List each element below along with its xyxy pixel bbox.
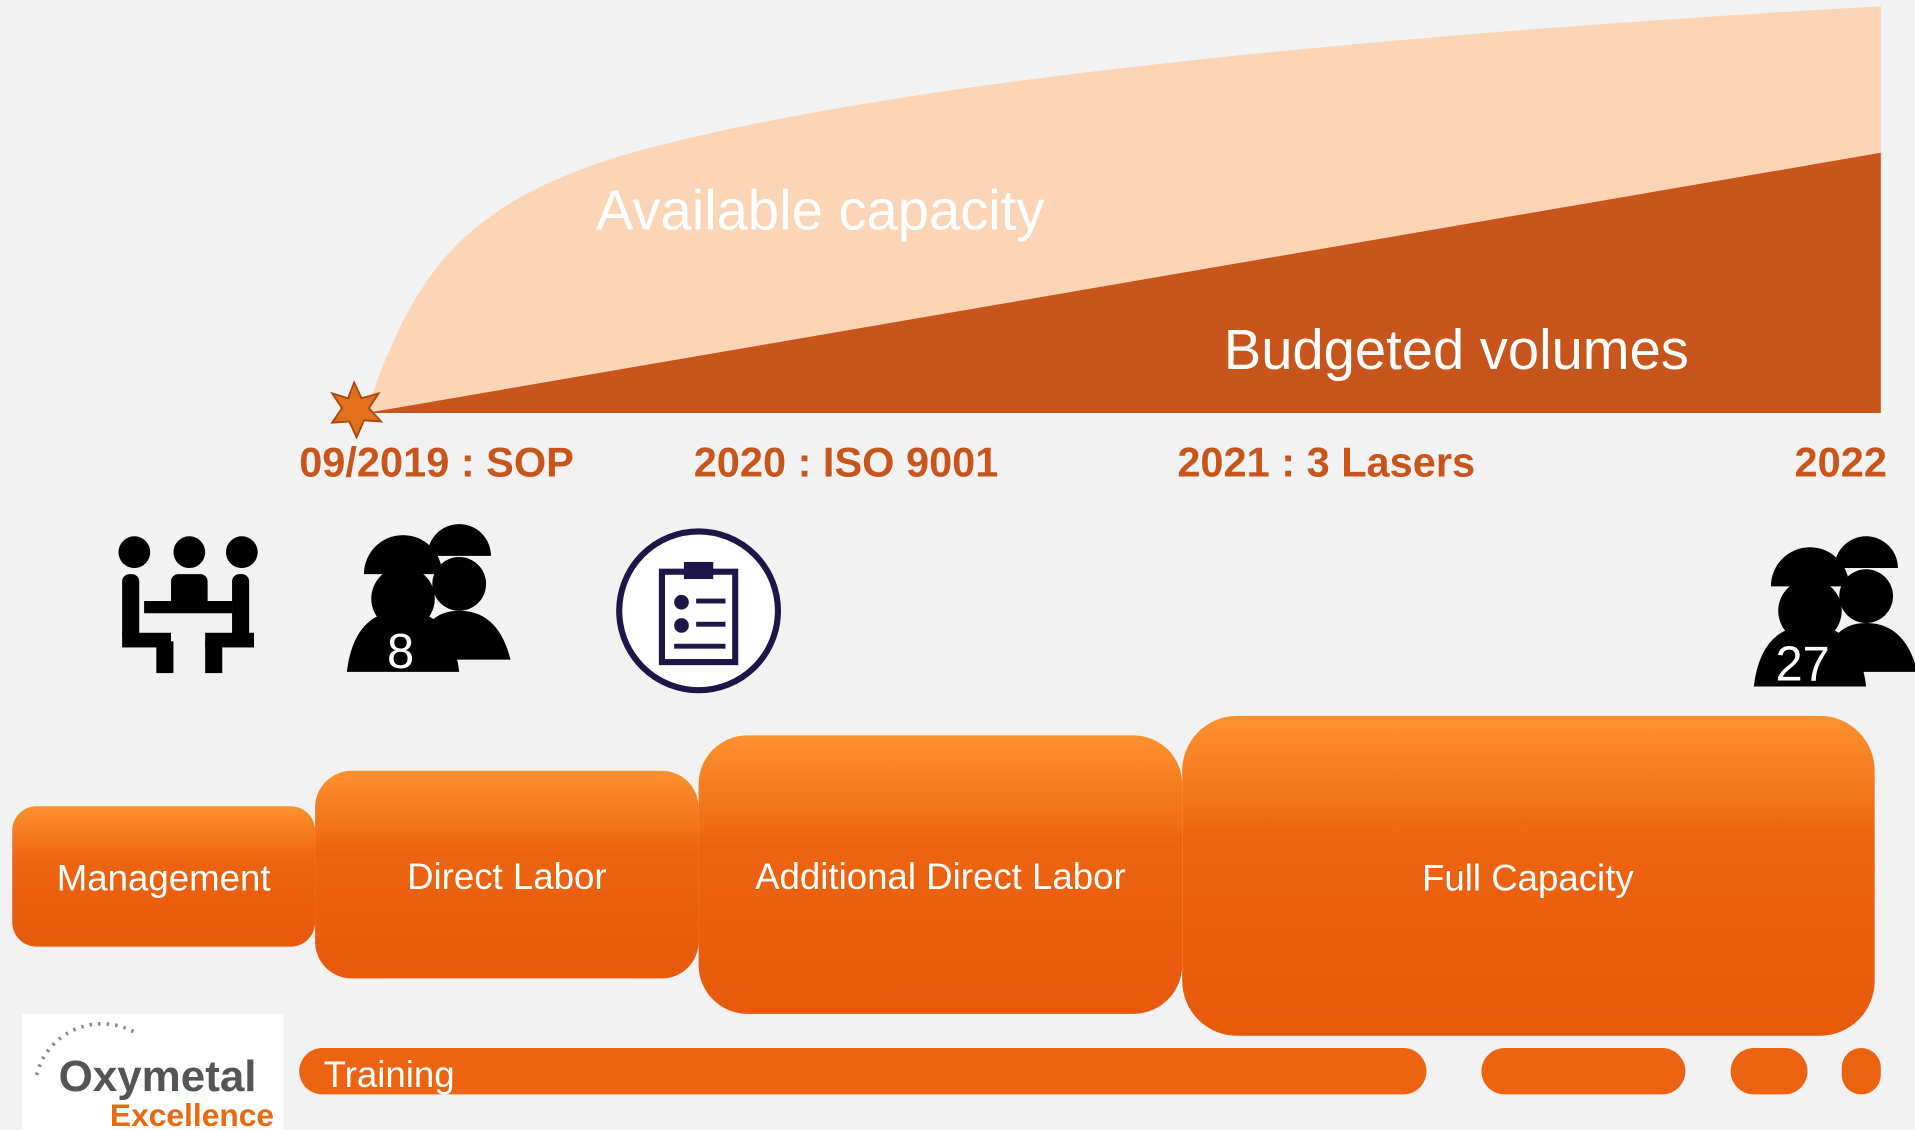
management-icon <box>118 536 258 674</box>
milestone: 2022 <box>1795 438 1887 485</box>
milestone: 2020 : ISO 9001 <box>694 438 999 485</box>
training-label: Training <box>324 1054 455 1095</box>
milestone: 2021 : 3 Lasers <box>1177 438 1475 485</box>
logo-name: Oxymetal <box>59 1052 257 1101</box>
milestone: 09/2019 : SOP <box>299 438 574 485</box>
headcount: 8 <box>387 625 414 679</box>
training-bar <box>1841 1048 1881 1095</box>
budgeted-label: Budgeted volumes <box>1224 318 1689 381</box>
phase-box <box>315 770 699 979</box>
sop-star <box>330 380 384 440</box>
training-bar <box>1730 1048 1808 1095</box>
phase-label: Additional Direct Labor <box>755 856 1126 897</box>
logo-tagline: Excellence <box>110 1097 274 1130</box>
phase-box <box>1182 715 1875 1036</box>
workers-icon <box>346 524 511 672</box>
training-bar <box>1481 1048 1686 1095</box>
headcount: 27 <box>1775 637 1829 691</box>
logo-arc <box>34 1021 136 1076</box>
phase-box <box>12 806 316 947</box>
phase-label: Full Capacity <box>1422 857 1634 898</box>
workers-icon <box>1753 536 1915 687</box>
training-bar <box>299 1048 1427 1095</box>
iso-icon <box>616 528 782 694</box>
available-label: Available capacity <box>596 179 1044 242</box>
phase-box <box>698 735 1183 1014</box>
phase-label: Direct Labor <box>407 856 607 897</box>
budgeted-volumes-area <box>366 152 1881 413</box>
phase-label: Management <box>57 857 271 898</box>
